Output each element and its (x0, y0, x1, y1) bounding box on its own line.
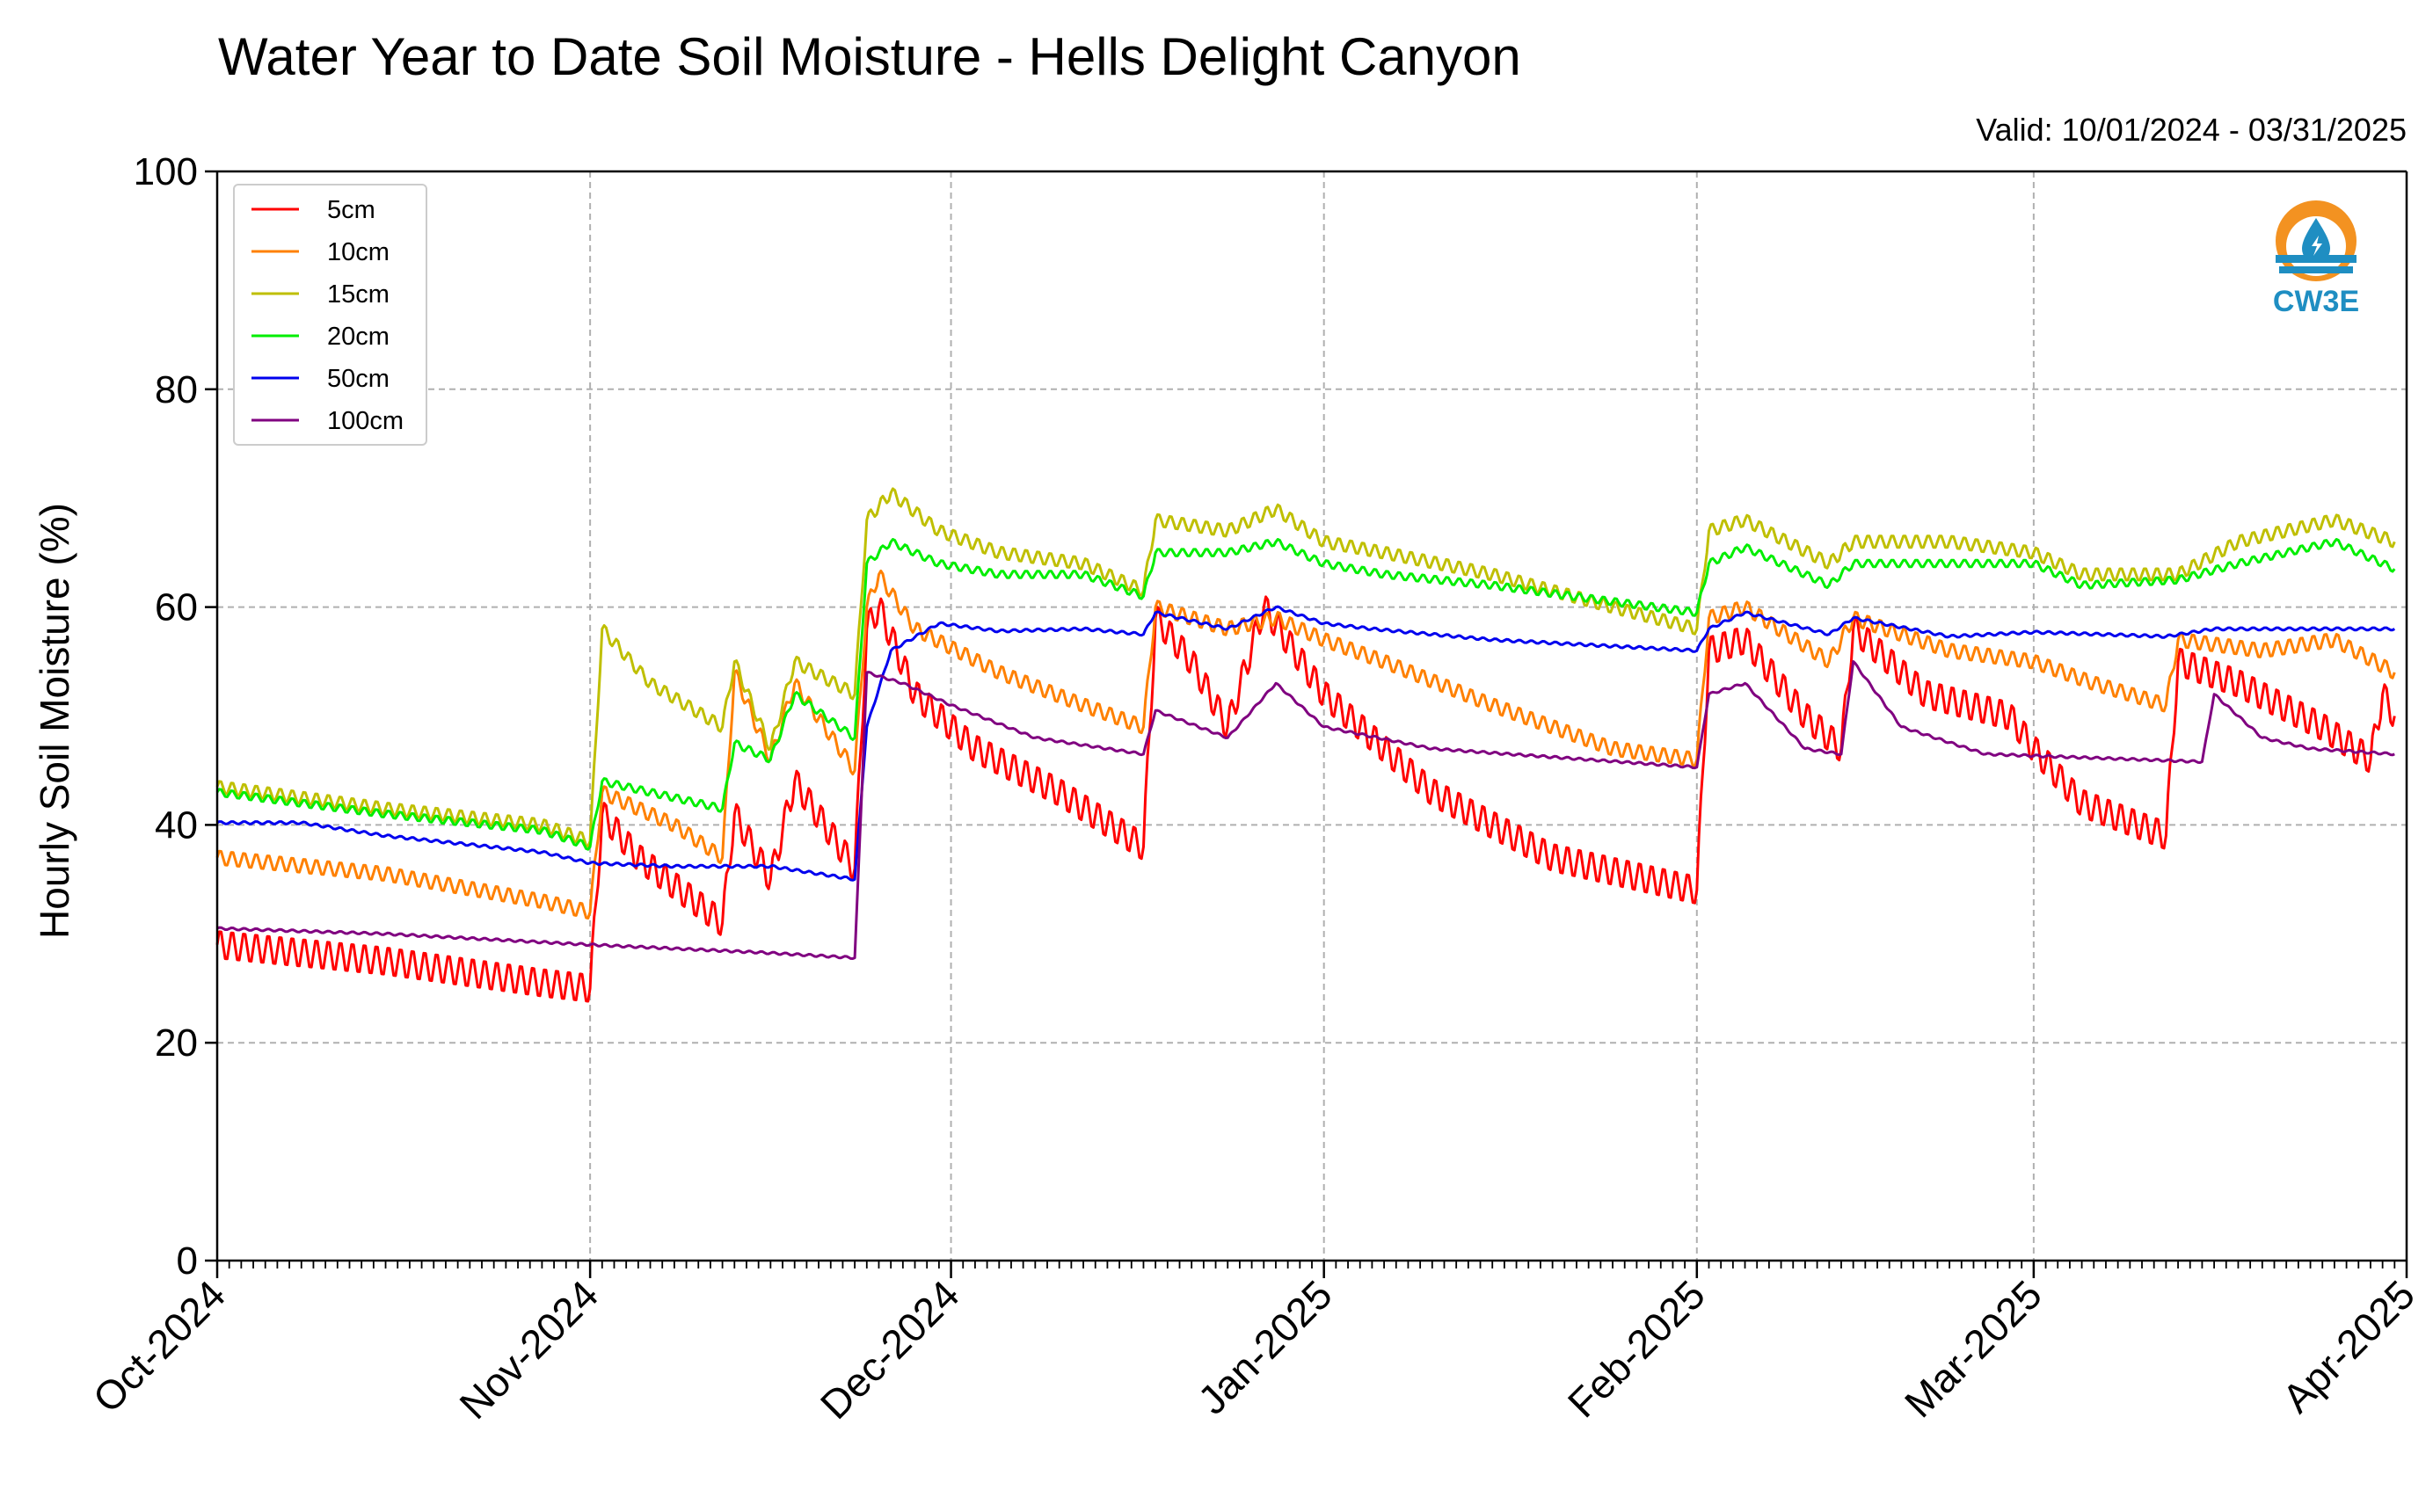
x-tick-label: Oct-2024 (84, 1271, 235, 1421)
x-tick-label: Jan-2025 (1189, 1271, 1340, 1422)
legend-label-100cm: 100cm (327, 407, 404, 435)
y-axis-label: Hourly Soil Moisture (%) (32, 503, 77, 939)
y-tick-label: 40 (155, 803, 198, 847)
axes: 0 20 40 60 80 100 Oct-2024 Nov-2024 Dec-2024 Jan-… (84, 150, 2424, 1428)
x-tick-label: Dec-2024 (812, 1271, 968, 1428)
series-line-5cm (215, 595, 2396, 1003)
cw3e-logo: CW3E (2273, 200, 2359, 318)
legend-box (233, 184, 427, 446)
y-tick-label: 100 (134, 150, 198, 193)
y-tick-label: 80 (155, 368, 198, 411)
valid-date-range: Valid: 10/01/2024 - 03/31/2025 (1976, 112, 2407, 148)
x-tick-label: Feb-2025 (1559, 1271, 1714, 1426)
legend-label-50cm: 50cm (327, 365, 390, 393)
legend-label-20cm: 20cm (327, 323, 390, 351)
y-tick-label: 20 (155, 1021, 198, 1065)
series-line-20cm (215, 538, 2396, 851)
series-line-15cm (215, 487, 2396, 848)
legend-label-10cm: 10cm (327, 238, 390, 266)
series-line-100cm (216, 660, 2395, 960)
legend-label-15cm: 15cm (327, 280, 390, 309)
x-tick-label: Mar-2025 (1896, 1271, 2051, 1426)
series-line-50cm (216, 605, 2396, 882)
y-tick-label: 0 (177, 1239, 198, 1283)
grid-lines (217, 171, 2407, 1261)
logo-text: CW3E (2273, 285, 2359, 318)
x-tick-label: Nov-2024 (450, 1271, 607, 1428)
series-lines (215, 487, 2396, 1003)
y-tick-label: 60 (155, 586, 198, 629)
chart-title: Water Year to Date Soil Moisture - Hells… (218, 27, 1521, 86)
legend-label-5cm: 5cm (327, 196, 375, 224)
legend: 5cm 10cm 15cm 20cm 50cm 100cm (233, 184, 427, 446)
series-line-10cm (215, 569, 2396, 920)
x-tick-label: Apr-2025 (2273, 1271, 2423, 1421)
